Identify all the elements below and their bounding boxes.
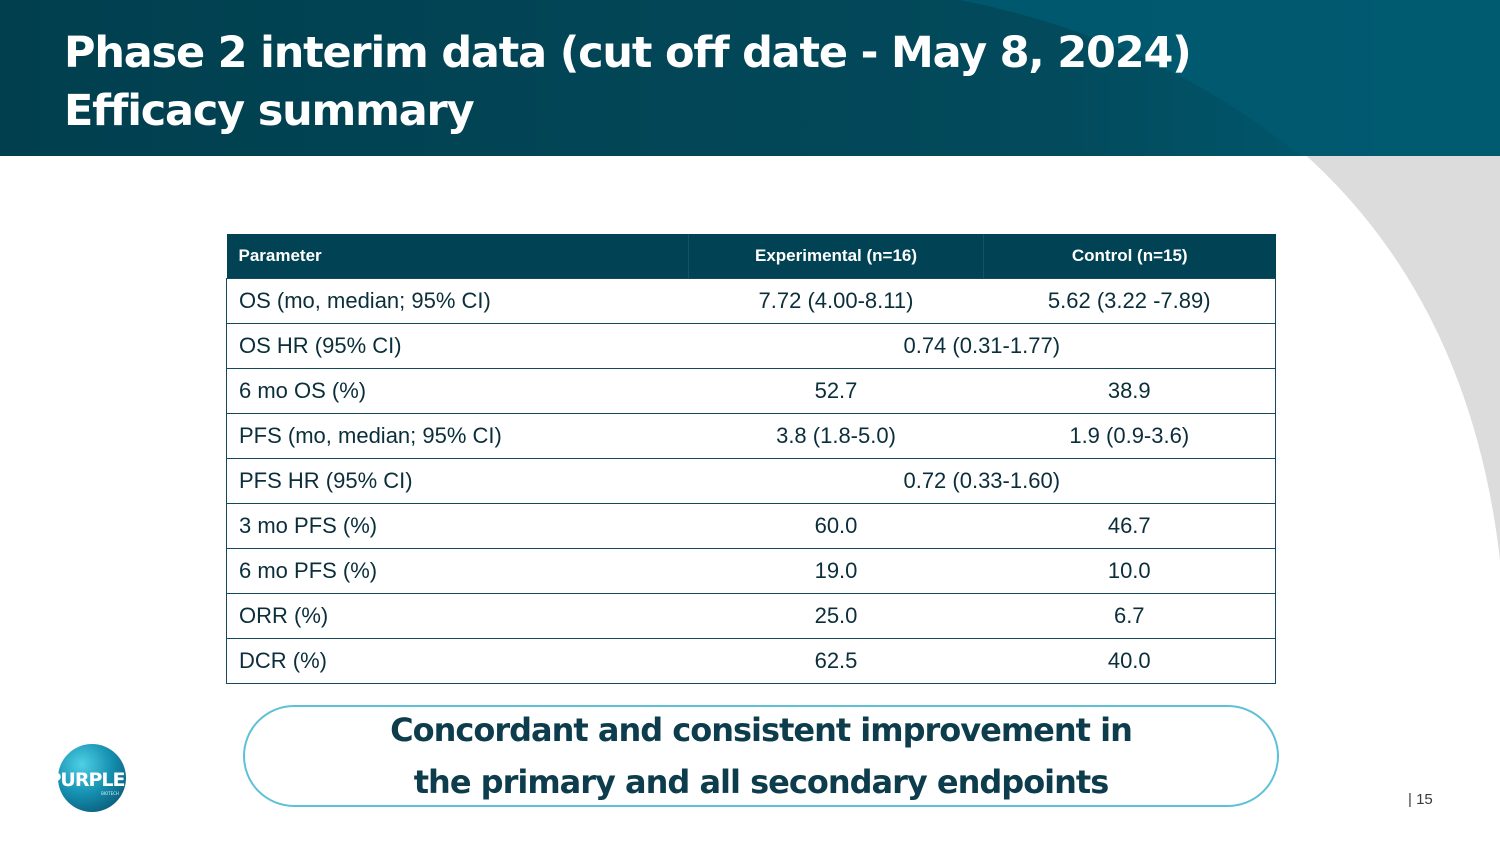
- table-row: PFS HR (95% CI) 0.72 (0.33-1.60): [226, 458, 1276, 504]
- row-control: 1.9 (0.9-3.6): [983, 413, 1276, 459]
- table-row: 6 mo PFS (%) 19.0 10.0: [226, 548, 1276, 594]
- row-control: 5.62 (3.22 -7.89): [983, 278, 1276, 324]
- row-parameter: DCR (%): [226, 638, 689, 684]
- row-experimental: 52.7: [688, 368, 984, 414]
- row-experimental: 19.0: [688, 548, 984, 594]
- row-experimental: 25.0: [688, 593, 984, 639]
- efficacy-table: Parameter Experimental (n=16) Control (n…: [226, 234, 1276, 684]
- header-parameter: Parameter: [226, 234, 689, 279]
- row-parameter: PFS HR (95% CI): [226, 458, 689, 504]
- row-parameter: 6 mo PFS (%): [226, 548, 689, 594]
- page-number: | 15: [1408, 791, 1433, 808]
- purple-biotech-logo: PURPLE BIOTECH: [48, 744, 126, 812]
- conclusion-callout: Concordant and consistent improvement in…: [243, 705, 1279, 807]
- logo-subtext: BIOTECH: [101, 791, 119, 796]
- callout-line-1: Concordant and consistent improvement in: [390, 711, 1133, 749]
- row-control: 38.9: [983, 368, 1276, 414]
- table-row: PFS (mo, median; 95% CI) 3.8 (1.8-5.0) 1…: [226, 413, 1276, 459]
- row-control: 10.0: [983, 548, 1276, 594]
- logo-wordmark: PURPLE: [48, 769, 125, 791]
- row-experimental: 3.8 (1.8-5.0): [688, 413, 984, 459]
- table-row: ORR (%) 25.0 6.7: [226, 593, 1276, 639]
- slide-title: Phase 2 interim data (cut off date - May…: [64, 24, 1192, 140]
- table-row: 6 mo OS (%) 52.7 38.9: [226, 368, 1276, 414]
- row-parameter: ORR (%): [226, 593, 689, 639]
- header-control: Control (n=15): [983, 234, 1276, 279]
- title-line-1: Phase 2 interim data (cut off date - May…: [64, 28, 1192, 78]
- row-combined-value: 0.72 (0.33-1.60): [688, 458, 1276, 504]
- header-sweep: [960, 0, 1500, 156]
- table-row: DCR (%) 62.5 40.0: [226, 638, 1276, 684]
- row-parameter: OS (mo, median; 95% CI): [226, 278, 689, 324]
- callout-line-2: the primary and all secondary endpoints: [413, 763, 1110, 801]
- row-combined-value: 0.74 (0.31-1.77): [688, 323, 1276, 369]
- table-header-row: Parameter Experimental (n=16) Control (n…: [226, 234, 1276, 279]
- row-parameter: PFS (mo, median; 95% CI): [226, 413, 689, 459]
- header-experimental: Experimental (n=16): [688, 234, 984, 279]
- row-control: 46.7: [983, 503, 1276, 549]
- row-experimental: 60.0: [688, 503, 984, 549]
- row-parameter: OS HR (95% CI): [226, 323, 689, 369]
- table-row: OS (mo, median; 95% CI) 7.72 (4.00-8.11)…: [226, 278, 1276, 324]
- title-line-2: Efficacy summary: [64, 86, 475, 136]
- row-experimental: 62.5: [688, 638, 984, 684]
- row-experimental: 7.72 (4.00-8.11): [688, 278, 984, 324]
- table-row: OS HR (95% CI) 0.74 (0.31-1.77): [226, 323, 1276, 369]
- row-parameter: 6 mo OS (%): [226, 368, 689, 414]
- row-parameter: 3 mo PFS (%): [226, 503, 689, 549]
- table-row: 3 mo PFS (%) 60.0 46.7: [226, 503, 1276, 549]
- row-control: 40.0: [983, 638, 1276, 684]
- row-control: 6.7: [983, 593, 1276, 639]
